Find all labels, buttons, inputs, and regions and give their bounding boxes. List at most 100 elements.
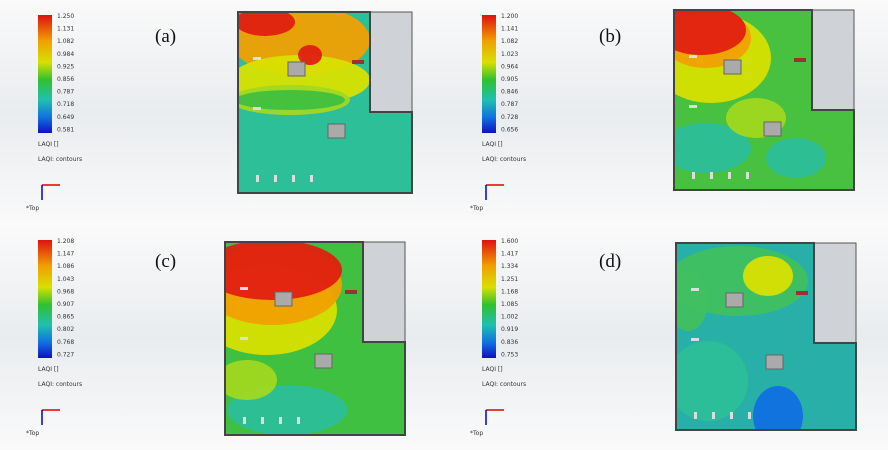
legend-tick-label: 0.905 <box>501 76 518 83</box>
contours <box>676 243 856 430</box>
legend-tick-label: 0.656 <box>501 126 518 133</box>
legend-tick-label: 1.023 <box>501 51 518 58</box>
vent <box>746 172 749 179</box>
vent <box>243 417 246 424</box>
legend-tick-label: 1.208 <box>57 238 74 245</box>
legend-tick-label: 1.250 <box>57 13 74 20</box>
vent <box>292 175 295 182</box>
legend-tick-label: 0.768 <box>57 339 74 346</box>
legend-tick-label: 1.131 <box>57 26 74 33</box>
contour-region <box>225 242 342 300</box>
vent <box>297 417 300 424</box>
view-label: *Top <box>26 205 39 212</box>
legend-tick-label: 0.865 <box>57 314 74 321</box>
legend-tick-label: 0.968 <box>57 288 74 295</box>
legend-tick-label: 1.417 <box>501 251 518 258</box>
vent <box>692 172 695 179</box>
contour-region <box>225 360 277 400</box>
legend-caption: LAQI: contours <box>482 156 526 163</box>
legend-unit: LAQI [] <box>482 366 503 373</box>
legend-tick-label: 0.907 <box>57 301 74 308</box>
legend-tick-label: 1.168 <box>501 288 518 295</box>
legend-tick-label: 1.251 <box>501 276 518 283</box>
inlet <box>796 291 808 295</box>
legend-tick-label: 1.082 <box>57 38 74 45</box>
vent <box>279 417 282 424</box>
vent <box>240 337 248 340</box>
legend-tick-label: 0.727 <box>57 351 74 358</box>
legend-tick-label: 0.718 <box>57 101 74 108</box>
legend-caption: LAQI: contours <box>38 381 82 388</box>
legend-tick-label: 0.581 <box>57 126 74 133</box>
contour-region <box>674 123 751 173</box>
legend-tick-label: 1.141 <box>501 26 518 33</box>
contour-region <box>298 45 322 65</box>
cutout <box>811 9 855 111</box>
panel: 1.600 1.417 1.334 1.251 1.168 1.085 1.002 0.919… <box>444 225 888 450</box>
obstacle <box>725 292 744 308</box>
panel-label: (a) <box>155 26 176 47</box>
legend-tick-label: 0.802 <box>57 326 74 333</box>
legend-tick-label: 0.728 <box>501 114 518 121</box>
legend-unit: LAQI [] <box>38 141 59 148</box>
inlet <box>794 58 806 62</box>
legend-tick-label: 0.919 <box>501 326 518 333</box>
vent <box>261 417 264 424</box>
legend-tick-label: 1.334 <box>501 263 518 270</box>
colorbar <box>38 240 52 358</box>
contour-region <box>238 90 345 110</box>
legend-tick-label: 0.753 <box>501 351 518 358</box>
plan-outline <box>673 9 855 191</box>
legend-tick-label: 0.984 <box>57 51 74 58</box>
vent <box>256 175 259 182</box>
legend-tick-label: 0.925 <box>57 63 74 70</box>
contour-region <box>674 10 746 55</box>
obstacle <box>765 354 784 370</box>
legend-tick-label: 0.787 <box>57 89 74 96</box>
obstacle <box>274 291 293 307</box>
legend-tick-label: 0.649 <box>57 114 74 121</box>
contour-region <box>676 341 748 421</box>
legend-tick-label: 1.200 <box>501 13 518 20</box>
inlet <box>345 290 357 294</box>
legend-tick-label: 0.964 <box>501 63 518 70</box>
vent <box>710 172 713 179</box>
legend-tick-label: 0.856 <box>57 76 74 83</box>
legend-tick-label: 1.002 <box>501 314 518 321</box>
plan-outline <box>224 241 406 436</box>
obstacle <box>287 61 306 77</box>
vent <box>253 107 261 110</box>
vent <box>253 57 261 60</box>
panel-label: (b) <box>599 26 621 47</box>
vent <box>730 412 733 419</box>
panel-label: (c) <box>155 251 176 272</box>
contours <box>238 12 412 193</box>
contour-region <box>238 12 295 36</box>
vent <box>689 55 697 58</box>
colorbar <box>38 15 52 133</box>
obstacle <box>327 123 346 139</box>
vent <box>728 172 731 179</box>
vent <box>691 288 699 291</box>
cutout <box>813 242 857 344</box>
vent <box>310 175 313 182</box>
plan-outline <box>675 242 857 431</box>
vent <box>274 175 277 182</box>
contour-region <box>676 271 708 331</box>
vent <box>240 287 248 290</box>
colorbar <box>482 15 496 133</box>
view-label: *Top <box>26 430 39 437</box>
legend-caption: LAQI: contours <box>482 381 526 388</box>
legend-tick-label: 1.086 <box>57 263 74 270</box>
vent <box>691 338 699 341</box>
legend-tick-label: 0.836 <box>501 339 518 346</box>
panel: 1.208 1.147 1.086 1.043 0.968 0.907 0.865 0.802… <box>0 225 444 450</box>
legend-tick-label: 1.082 <box>501 38 518 45</box>
view-label: *Top <box>470 205 483 212</box>
legend-unit: LAQI [] <box>482 141 503 148</box>
colorbar <box>482 240 496 358</box>
panel: 1.250 1.131 1.082 0.984 0.925 0.856 0.787 0.718… <box>0 0 444 225</box>
panel-label: (d) <box>599 251 621 272</box>
legend-tick-label: 0.787 <box>501 101 518 108</box>
